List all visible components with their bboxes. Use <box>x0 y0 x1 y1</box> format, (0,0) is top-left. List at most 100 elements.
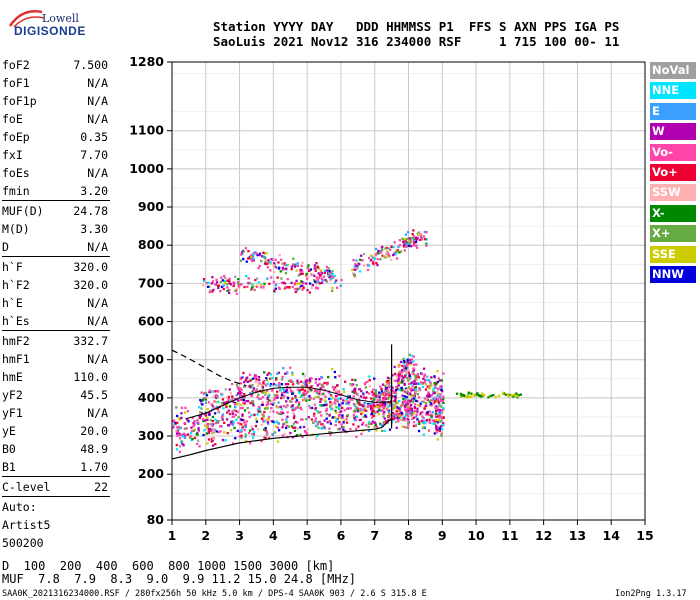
echo-point <box>249 402 252 405</box>
echo-point <box>247 277 250 280</box>
echo-point <box>318 404 322 407</box>
echo-point <box>345 398 348 401</box>
echo-point <box>423 421 426 424</box>
echo-point <box>221 413 225 416</box>
echo-point <box>269 384 272 387</box>
echo-point <box>440 432 443 435</box>
echo-point <box>435 426 438 430</box>
echo-point <box>355 259 358 262</box>
echo-point <box>413 241 416 244</box>
echo-point <box>392 246 395 249</box>
echo-point <box>208 427 211 431</box>
echo-point <box>211 424 214 427</box>
y-tick-label: 800 <box>138 237 164 252</box>
echo-point <box>296 427 299 430</box>
echo-point <box>290 400 293 403</box>
echo-point <box>250 253 253 257</box>
echo-point <box>291 285 294 289</box>
echo-point <box>228 388 231 391</box>
echo-point <box>379 422 382 425</box>
echo-point <box>238 435 241 438</box>
echo-point <box>373 394 377 397</box>
param-row: Artist5 <box>2 516 110 534</box>
echo-point <box>438 403 441 406</box>
echo-point <box>196 419 199 422</box>
echo-point <box>252 284 255 287</box>
echo-point <box>367 392 371 395</box>
echo-point <box>200 407 203 410</box>
echo-point <box>370 407 374 410</box>
echo-point <box>309 389 312 392</box>
echo-point <box>248 415 251 419</box>
echo-point <box>181 442 184 445</box>
echo-point <box>276 426 279 429</box>
echo-point <box>220 393 223 396</box>
echo-point <box>380 423 383 426</box>
echo-point <box>354 407 357 410</box>
echo-point <box>391 374 394 377</box>
legend-item-noval: NoVal <box>650 62 696 79</box>
echo-point <box>409 392 412 395</box>
echo-point <box>420 411 423 415</box>
echo-point <box>204 414 207 417</box>
echo-point <box>302 396 305 399</box>
echo-point <box>466 394 469 397</box>
echo-point <box>382 401 386 404</box>
echo-point <box>292 381 295 384</box>
echo-point <box>427 395 430 398</box>
echo-point <box>407 378 410 382</box>
echo-point <box>211 280 215 283</box>
echo-point <box>423 407 426 410</box>
echo-point <box>232 281 235 284</box>
echo-point <box>416 410 419 413</box>
echo-point <box>436 438 439 441</box>
echo-point <box>363 264 366 267</box>
echo-point <box>415 423 418 426</box>
echo-point <box>263 407 267 410</box>
echo-point <box>386 397 390 401</box>
echo-point <box>251 428 254 431</box>
echo-point <box>199 398 202 402</box>
echo-point <box>306 379 309 382</box>
echo-point <box>230 399 233 402</box>
echo-point <box>238 390 242 394</box>
echo-point <box>360 412 363 415</box>
echo-point <box>352 423 355 426</box>
echo-point <box>407 244 410 247</box>
echo-point <box>470 392 473 395</box>
echo-point <box>388 401 391 404</box>
echo-point <box>207 424 210 427</box>
echo-point <box>370 397 373 400</box>
echo-point <box>175 432 179 435</box>
echo-point <box>439 400 442 403</box>
echo-point <box>377 405 380 409</box>
echo-point <box>322 275 326 278</box>
echo-point <box>358 270 362 273</box>
echo-point <box>253 430 256 434</box>
echo-point <box>308 398 311 401</box>
echo-point <box>419 402 422 405</box>
echo-point <box>252 377 255 380</box>
param-value: N/A <box>87 76 108 90</box>
echo-point <box>385 390 388 393</box>
echo-point <box>221 438 225 442</box>
echo-point <box>404 367 407 370</box>
echo-point <box>438 429 441 432</box>
echo-point <box>331 273 334 276</box>
echo-point <box>404 419 407 422</box>
echo-point <box>397 415 400 419</box>
echo-point <box>389 381 392 385</box>
echo-point <box>245 260 248 263</box>
echo-point <box>403 390 406 393</box>
echo-point <box>396 379 399 382</box>
echo-point <box>231 410 234 413</box>
echo-point <box>380 393 384 396</box>
echo-point <box>412 424 416 428</box>
echo-point <box>265 419 268 422</box>
echo-point <box>277 422 280 425</box>
echo-point <box>393 379 397 382</box>
echo-point <box>359 409 362 412</box>
echo-point <box>286 411 289 414</box>
echo-point <box>281 418 284 421</box>
echo-point <box>217 431 220 434</box>
